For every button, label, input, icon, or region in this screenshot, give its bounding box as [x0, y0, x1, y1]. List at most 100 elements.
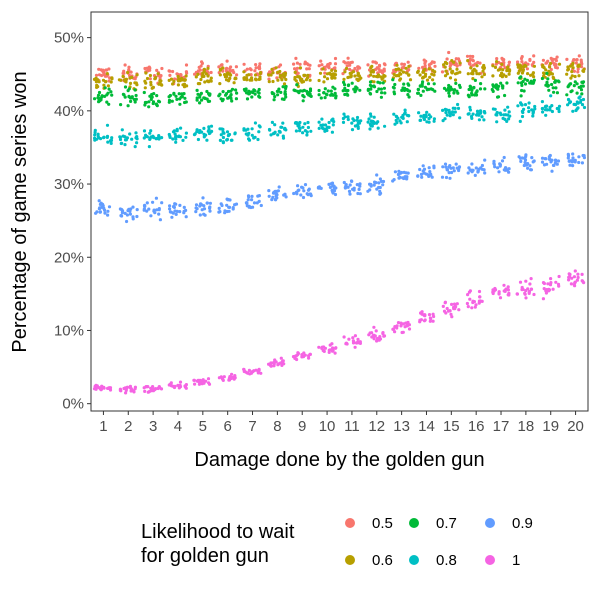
point-s2-x14: [429, 87, 433, 91]
point-s4-x6: [217, 210, 221, 214]
point-s0-x19: [550, 58, 554, 63]
point-s0-x6: [230, 69, 234, 73]
point-s4-x15: [454, 162, 458, 166]
point-s4-x2: [128, 212, 132, 216]
point-s0-x4: [184, 63, 189, 67]
point-s3-x8: [276, 133, 280, 137]
legend-key-1: [485, 555, 495, 565]
point-s5-x14: [422, 319, 427, 323]
point-s5-x8: [281, 359, 285, 363]
point-s3-x5: [210, 129, 214, 133]
point-s1-x12: [369, 66, 373, 70]
point-s5-x12: [375, 339, 379, 343]
data-points: [92, 50, 587, 395]
point-s4-x7: [249, 205, 253, 210]
point-s5-x7: [247, 368, 251, 372]
point-s0-x16: [470, 58, 474, 62]
point-s4-x19: [550, 169, 554, 173]
point-s4-x5: [198, 213, 202, 217]
point-s4-x20: [571, 156, 575, 160]
point-s5-x16: [478, 295, 482, 299]
point-s3-x3: [152, 136, 156, 140]
point-s1-x18: [524, 64, 528, 68]
point-s4-x15: [450, 170, 454, 175]
legend-key-0.5: [345, 518, 355, 528]
point-s1-x9: [306, 73, 310, 77]
point-s1-x1: [110, 76, 114, 80]
point-s2-x1: [93, 97, 97, 101]
point-s3-x3: [148, 131, 152, 135]
point-s2-x12: [379, 87, 383, 91]
point-s0-x17: [500, 56, 504, 61]
point-s3-x9: [305, 130, 309, 134]
point-s2-x10: [317, 93, 321, 97]
point-s4-x12: [366, 189, 370, 193]
point-s5-x20: [573, 280, 577, 284]
point-s0-x2: [123, 63, 127, 67]
point-s2-x11: [354, 86, 358, 90]
point-s2-x12: [380, 91, 384, 95]
point-s4-x18: [529, 168, 533, 172]
point-s2-x11: [352, 87, 356, 91]
point-s5-x13: [399, 324, 403, 328]
point-s2-x6: [234, 97, 238, 101]
point-s5-x13: [407, 323, 411, 327]
point-s2-x4: [175, 97, 179, 101]
point-s5-x11: [347, 337, 351, 341]
point-s4-x5: [198, 204, 202, 208]
point-s0-x1: [97, 67, 101, 71]
point-s3-x3: [145, 135, 149, 139]
point-s5-x14: [428, 319, 432, 323]
point-s0-x16: [468, 61, 472, 65]
point-s0-x7: [249, 73, 253, 77]
point-s4-x15: [444, 175, 449, 180]
point-s4-x18: [523, 160, 527, 165]
point-s1-x10: [317, 78, 321, 83]
point-s0-x11: [353, 66, 357, 71]
point-s4-x15: [457, 168, 461, 173]
point-s2-x7: [247, 89, 251, 93]
point-s2-x1: [97, 90, 102, 95]
point-s4-x7: [257, 194, 261, 198]
point-s1-x3: [156, 72, 160, 76]
point-s2-x19: [551, 86, 555, 90]
point-s1-x10: [330, 68, 334, 72]
point-s1-x13: [394, 74, 398, 78]
point-s2-x2: [133, 100, 137, 104]
point-s0-x2: [127, 65, 131, 69]
point-s2-x6: [229, 93, 233, 97]
point-s5-x17: [506, 285, 510, 289]
point-s4-x7: [257, 199, 261, 203]
point-s4-x1: [107, 205, 112, 209]
point-s2-x4: [167, 98, 172, 102]
point-s3-x2: [118, 135, 122, 139]
point-s5-x10: [330, 342, 334, 346]
point-s5-x18: [523, 292, 527, 296]
point-s0-x9: [298, 62, 302, 66]
point-s0-x15: [455, 64, 459, 68]
point-s3-x17: [491, 107, 495, 111]
legend-title-line-1: Likelihood to wait: [141, 521, 295, 543]
point-s5-x13: [395, 326, 399, 330]
point-s3-x18: [520, 114, 525, 119]
point-s5-x5: [198, 380, 202, 384]
point-s5-x7: [244, 370, 248, 374]
point-s4-x8: [277, 185, 281, 189]
point-s2-x5: [199, 91, 203, 95]
point-s2-x15: [458, 85, 462, 89]
point-s3-x16: [475, 109, 480, 113]
point-s1-x15: [443, 74, 448, 78]
point-s2-x14: [426, 82, 431, 86]
point-s4-x11: [352, 188, 356, 192]
point-s2-x2: [132, 97, 136, 102]
point-s2-x3: [147, 105, 151, 109]
point-s3-x1: [102, 135, 106, 139]
point-s4-x2: [125, 219, 129, 224]
point-s3-x17: [503, 108, 507, 112]
point-s2-x8: [272, 98, 276, 102]
point-s3-x20: [579, 98, 583, 102]
x-tick-label-10: 10: [319, 418, 336, 435]
point-s1-x8: [284, 77, 288, 82]
point-s1-x9: [304, 78, 308, 82]
point-s3-x1: [96, 132, 100, 136]
